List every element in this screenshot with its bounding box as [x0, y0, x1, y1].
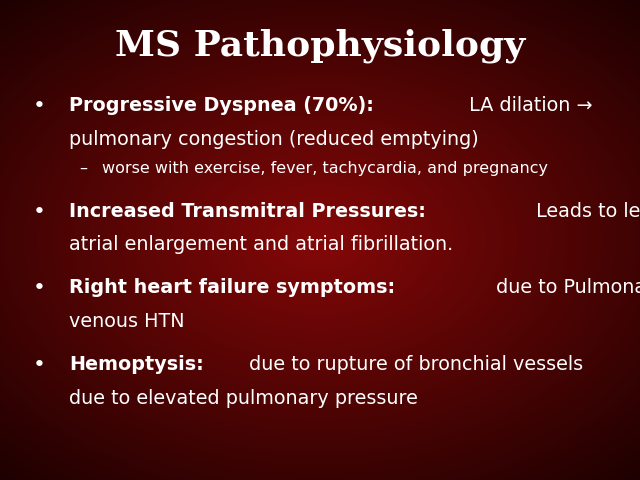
Text: –: – [79, 161, 87, 176]
Text: •: • [33, 96, 46, 116]
Text: due to elevated pulmonary pressure: due to elevated pulmonary pressure [69, 389, 418, 408]
Text: worse with exercise, fever, tachycardia, and pregnancy: worse with exercise, fever, tachycardia,… [102, 161, 548, 176]
Text: due to rupture of bronchial vessels: due to rupture of bronchial vessels [243, 355, 583, 374]
Text: Progressive Dyspnea (70%):: Progressive Dyspnea (70%): [69, 96, 374, 115]
Text: venous HTN: venous HTN [69, 312, 185, 331]
Text: due to Pulmonary: due to Pulmonary [490, 278, 640, 298]
Text: Increased Transmitral Pressures:: Increased Transmitral Pressures: [69, 202, 426, 221]
Text: LA dilation →: LA dilation → [463, 96, 592, 115]
Text: •: • [33, 278, 46, 299]
Text: •: • [33, 202, 46, 222]
Text: •: • [33, 355, 46, 375]
Text: Right heart failure symptoms:: Right heart failure symptoms: [69, 278, 396, 298]
Text: pulmonary congestion (reduced emptying): pulmonary congestion (reduced emptying) [69, 130, 479, 149]
Text: Hemoptysis:: Hemoptysis: [69, 355, 204, 374]
Text: Leads to left: Leads to left [530, 202, 640, 221]
Text: atrial enlargement and atrial fibrillation.: atrial enlargement and atrial fibrillati… [69, 235, 453, 254]
Text: MS Pathophysiology: MS Pathophysiology [115, 29, 525, 63]
